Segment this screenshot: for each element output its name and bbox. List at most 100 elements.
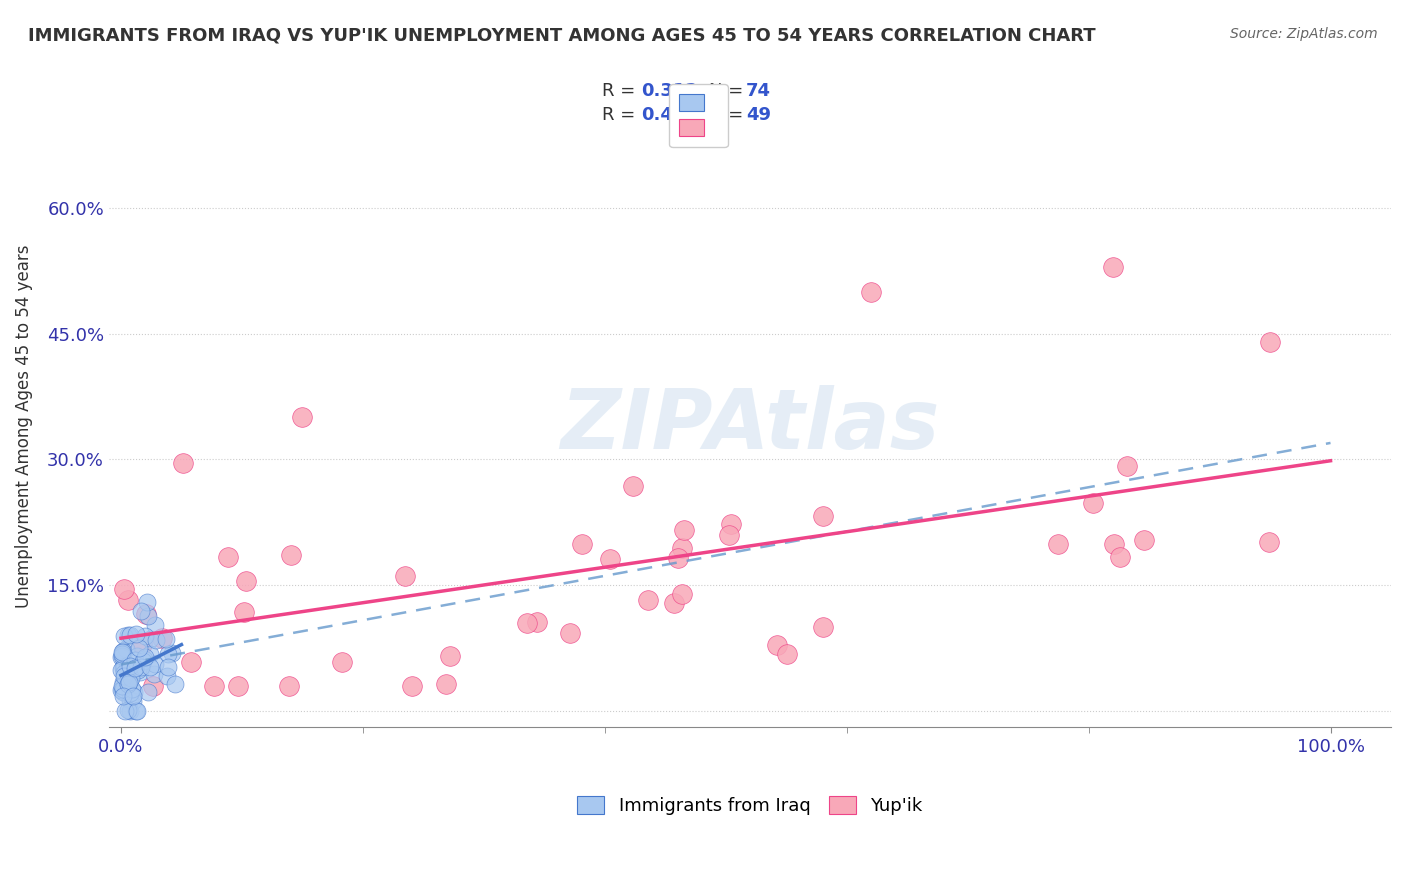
Point — [232, 605, 254, 619]
Point — [671, 541, 693, 555]
Point — [143, 657, 166, 671]
Point — [114, 659, 136, 673]
Point — [138, 660, 160, 674]
Point — [117, 674, 139, 689]
Point — [110, 682, 132, 697]
Text: ZIPAtlas: ZIPAtlas — [560, 385, 939, 467]
Point — [121, 671, 143, 685]
Point — [666, 550, 689, 565]
Point — [125, 704, 148, 718]
Point — [112, 644, 135, 658]
Point — [516, 615, 538, 630]
Point — [124, 652, 146, 666]
Point — [111, 679, 134, 693]
Text: N =: N = — [709, 82, 749, 100]
Point — [720, 516, 742, 531]
Point — [131, 604, 153, 618]
Point — [117, 704, 139, 718]
Point — [121, 681, 143, 696]
Point — [180, 655, 202, 669]
Y-axis label: Unemployment Among Ages 45 to 54 years: Unemployment Among Ages 45 to 54 years — [15, 244, 32, 607]
Point — [135, 607, 157, 621]
Point — [434, 677, 457, 691]
Point — [114, 675, 136, 690]
Point — [110, 649, 132, 664]
Point — [134, 650, 156, 665]
Point — [112, 668, 135, 682]
Point — [143, 618, 166, 632]
Point — [672, 523, 695, 537]
Point — [114, 704, 136, 718]
Point — [637, 593, 659, 607]
Text: Source: ZipAtlas.com: Source: ZipAtlas.com — [1230, 27, 1378, 41]
Point — [127, 663, 149, 677]
Point — [125, 704, 148, 718]
Text: IMMIGRANTS FROM IRAQ VS YUP'IK UNEMPLOYMENT AMONG AGES 45 TO 54 YEARS CORRELATIO: IMMIGRANTS FROM IRAQ VS YUP'IK UNEMPLOYM… — [28, 27, 1095, 45]
Point — [1109, 550, 1132, 565]
Point — [560, 626, 582, 640]
Point — [163, 677, 186, 691]
Point — [139, 647, 162, 661]
Point — [118, 693, 141, 707]
Point — [111, 645, 134, 659]
Point — [330, 655, 353, 669]
Point — [765, 638, 787, 652]
Point — [111, 660, 134, 674]
Point — [117, 657, 139, 672]
Text: N =: N = — [709, 106, 749, 124]
Point — [132, 655, 155, 669]
Point — [394, 569, 416, 583]
Text: R =: R = — [603, 82, 641, 100]
Point — [131, 637, 153, 651]
Point — [115, 665, 138, 679]
Point — [136, 685, 159, 699]
Point — [621, 479, 644, 493]
Point — [111, 661, 134, 675]
Point — [202, 679, 225, 693]
Point — [1101, 260, 1123, 274]
Point — [122, 684, 145, 698]
Point — [139, 632, 162, 646]
Point — [662, 596, 685, 610]
Point — [811, 620, 834, 634]
Point — [118, 673, 141, 688]
Point — [114, 665, 136, 680]
Point — [111, 647, 134, 661]
Point — [111, 648, 134, 663]
Text: R =: R = — [603, 106, 641, 124]
Point — [117, 677, 139, 691]
Point — [110, 663, 132, 677]
Text: 0.312: 0.312 — [641, 82, 697, 100]
Point — [671, 586, 693, 600]
Point — [1133, 533, 1156, 547]
Point — [277, 679, 299, 693]
Point — [155, 632, 177, 647]
Point — [111, 685, 134, 699]
Point — [1258, 334, 1281, 349]
Point — [124, 661, 146, 675]
Point — [157, 647, 180, 661]
Point — [110, 681, 132, 696]
Point — [136, 608, 159, 623]
Point — [217, 549, 239, 564]
Point — [1046, 537, 1069, 551]
Point — [401, 679, 423, 693]
Point — [114, 641, 136, 656]
Point — [122, 694, 145, 708]
Legend: Immigrants from Iraq, Yup'ik: Immigrants from Iraq, Yup'ik — [567, 785, 934, 826]
Point — [122, 689, 145, 703]
Point — [134, 651, 156, 665]
Point — [125, 648, 148, 663]
Point — [859, 285, 882, 299]
Point — [813, 508, 835, 523]
Text: 49: 49 — [747, 106, 770, 124]
Point — [112, 666, 135, 681]
Point — [118, 686, 141, 700]
Point — [150, 632, 173, 646]
Point — [172, 456, 194, 470]
Point — [1102, 537, 1125, 551]
Point — [120, 704, 142, 718]
Point — [128, 640, 150, 655]
Point — [156, 669, 179, 683]
Point — [115, 668, 138, 682]
